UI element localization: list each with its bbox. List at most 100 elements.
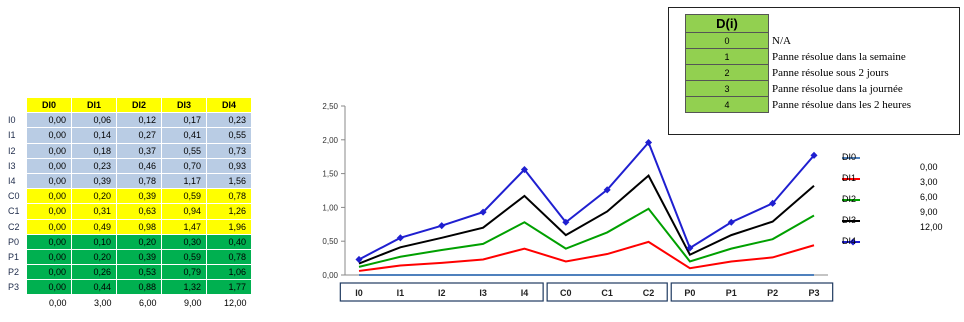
- x-tick-label: C2: [643, 288, 655, 298]
- table-cell: 0,12: [116, 112, 162, 129]
- data-point: [810, 151, 818, 159]
- table-cell: 0,00: [26, 127, 72, 144]
- table-cell: 0,63: [116, 203, 162, 220]
- table-cell: 0,55: [161, 142, 207, 159]
- d-code: 1: [685, 48, 769, 65]
- series-line-di3: [358, 174, 815, 265]
- table-cell: 1,96: [206, 218, 252, 235]
- table-cell: 0,00: [26, 142, 72, 159]
- table-cell: 0,98: [116, 218, 162, 235]
- table-corner-cell: [6, 97, 27, 113]
- row-label: P3: [8, 282, 20, 293]
- table-footer-row: 0,00 3,00 6,00 9,00 12,00: [6, 295, 252, 310]
- table-cell: 0,78: [116, 172, 162, 190]
- d-table-row: 2 Panne résolue sous 2 jours: [685, 64, 912, 81]
- d-code: 0: [685, 32, 769, 49]
- legend-value: 3,00: [920, 177, 938, 187]
- table-cell: 0,23: [71, 157, 117, 174]
- table-cell: 0,44: [71, 279, 117, 296]
- data-point: [562, 218, 570, 226]
- table-cell: 0,39: [116, 248, 162, 266]
- row-label: C2: [8, 221, 20, 232]
- y-tick-label: 1,00: [322, 203, 338, 212]
- d-code: 3: [685, 80, 769, 97]
- table-cell: 0,00: [26, 188, 72, 205]
- table-cell: 0,00: [26, 279, 72, 296]
- d-table-header-row: D(i): [685, 14, 912, 33]
- table-cell: 0,10: [71, 233, 117, 250]
- column-header: DI1: [71, 96, 117, 114]
- d-level-legend-table: D(i) 0 N/A 1 Panne résolue dans la semai…: [668, 7, 960, 135]
- table-cell: 0,46: [116, 157, 162, 174]
- table-cell: 0,00: [26, 157, 72, 174]
- row-label: P2: [8, 267, 20, 278]
- table-cell: 1,17: [161, 172, 207, 190]
- row-label: P0: [8, 236, 20, 247]
- row-label: P1: [8, 251, 20, 262]
- x-tick-label: P3: [808, 288, 819, 298]
- d-code: 2: [685, 64, 769, 81]
- d-code: 4: [685, 96, 769, 113]
- table-body: I0 0,00 0,06 0,12 0,17 0,23 I1 0,00 0,14 0,27 0,41…: [6, 112, 252, 310]
- table-cell: 0,27: [116, 127, 162, 144]
- category-group-box: [670, 282, 834, 302]
- table-row: C1 0,00 0,31 0,63 0,94 1,26: [6, 203, 252, 220]
- table-cell: 0,88: [116, 279, 162, 296]
- d-table-row: 1 Panne résolue dans la semaine: [685, 48, 912, 65]
- table-cell: 0,41: [161, 127, 207, 144]
- d-table-row: 3 Panne résolue dans la journée: [685, 80, 912, 97]
- table-cell: 0,26: [71, 264, 117, 281]
- data-point: [438, 222, 446, 230]
- table-cell: 1,26: [206, 203, 252, 220]
- x-tick-label: P2: [767, 288, 778, 298]
- table-cell: 0,78: [206, 188, 252, 205]
- y-tick-label: 1,50: [322, 170, 338, 179]
- d-table-header: D(i): [685, 14, 769, 33]
- row-label: I3: [8, 160, 16, 171]
- legend-value: 0,00: [920, 162, 938, 172]
- category-group-box: [546, 282, 668, 302]
- column-header: DI3: [161, 96, 207, 114]
- d-description: Panne résolue sous 2 jours: [772, 66, 889, 79]
- footer-cell: 12,00: [223, 297, 247, 308]
- table-cell: 0,00: [26, 264, 72, 281]
- table-cell: 0,20: [116, 233, 162, 250]
- table-cell: 0,00: [26, 218, 72, 235]
- legend-label-di2: DI2: [842, 194, 857, 204]
- table-cell: 0,23: [206, 112, 252, 129]
- table-cell: 0,31: [71, 203, 117, 220]
- x-tick-label: I2: [438, 288, 446, 298]
- table-header-row: DI0 DI1 DI2 DI3 DI4: [6, 96, 252, 114]
- column-header: DI2: [116, 96, 162, 114]
- table-cell: 0,06: [71, 112, 117, 129]
- table-cell: 1,56: [206, 172, 252, 190]
- table-cell: 0,30: [161, 233, 207, 250]
- table-cell: 0,17: [161, 112, 207, 129]
- series-line-di2: [358, 207, 815, 268]
- d-description: Panne résolue dans les 2 heures: [772, 98, 911, 111]
- table-row: P3 0,00 0,44 0,88 1,32 1,77: [6, 279, 252, 296]
- table-row: I1 0,00 0,14 0,27 0,41 0,55: [6, 127, 252, 144]
- table-cell: 0,59: [161, 188, 207, 205]
- x-tick-label: C0: [560, 288, 572, 298]
- data-point: [355, 255, 363, 263]
- table-cell: 0,00: [26, 203, 72, 220]
- table-cell: 0,39: [116, 188, 162, 205]
- data-point: [603, 186, 611, 194]
- table-row: P0 0,00 0,10 0,20 0,30 0,40: [6, 233, 252, 250]
- column-header: DI0: [26, 96, 72, 114]
- y-tick-label: 2,00: [322, 136, 338, 145]
- row-label: I0: [8, 115, 16, 126]
- footer-cell: 3,00: [93, 297, 112, 308]
- series-line-di4: [358, 140, 815, 261]
- row-label: C0: [8, 191, 20, 202]
- d-level-table: D(i) 0 N/A 1 Panne résolue dans la semai…: [685, 14, 912, 113]
- d-description: Panne résolue dans la journée: [772, 82, 903, 95]
- d-table-row: 4 Panne résolue dans les 2 heures: [685, 96, 911, 113]
- legend-label-di0: DI0: [842, 152, 857, 162]
- x-tick-label: I1: [397, 288, 405, 298]
- table-cell: 0,14: [71, 127, 117, 144]
- legend-marker: [849, 238, 857, 246]
- table-cell: 0,59: [161, 248, 207, 266]
- data-point: [479, 208, 487, 216]
